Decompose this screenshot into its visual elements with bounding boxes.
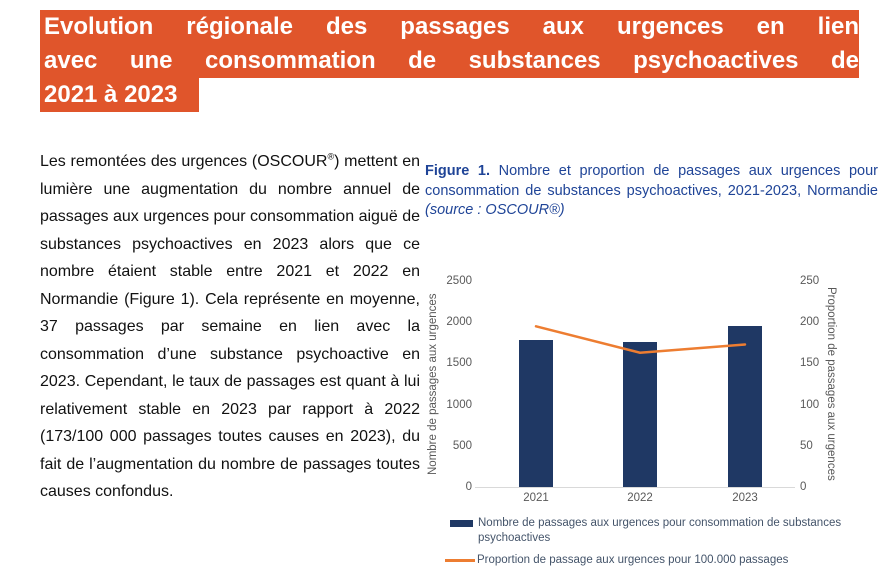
- figure1-chart: Nombre de passages aux urgences Proporti…: [425, 258, 889, 510]
- chart-legend: Nombre de passages aux urgences pour con…: [445, 516, 879, 568]
- legend-label-bars: Nombre de passages aux urgences pour con…: [478, 517, 842, 544]
- x-label-2023: 2023: [732, 492, 758, 504]
- paragraph-text-start: Les remontées des urgences (OSCOUR: [40, 153, 328, 170]
- title-line-1: Evolution régionale des passages aux urg…: [40, 10, 859, 44]
- left-axis-tick: 0: [465, 481, 472, 493]
- bar-2021: [519, 340, 553, 487]
- line-swatch: [445, 559, 475, 562]
- figure-source: (source : OSCOUR®): [425, 202, 565, 218]
- left-axis-tick: 2000: [446, 316, 472, 329]
- bar-2022: [623, 341, 657, 487]
- bar-2023: [728, 326, 762, 487]
- x-label-2021: 2021: [523, 492, 549, 504]
- left-axis-tick: 500: [452, 439, 472, 452]
- left-axis-title: Nombre de passages aux urgences: [427, 293, 439, 475]
- body-paragraph: Les remontées des urgences (OSCOUR®) met…: [40, 148, 420, 506]
- right-axis-tick: 0: [800, 481, 807, 493]
- left-axis-tick: 1500: [446, 357, 472, 370]
- figure-label: Figure 1.: [425, 163, 490, 179]
- right-axis-tick: 150: [800, 357, 820, 370]
- legend-item-line: Proportion de passage aux urgences pour …: [445, 553, 879, 568]
- x-axis-baseline: [475, 487, 795, 488]
- trend-line: [534, 325, 747, 354]
- right-axis-tick: 200: [800, 316, 820, 329]
- legend-label-line: Proportion de passage aux urgences pour …: [477, 554, 789, 566]
- page-title: Evolution régionale des passages aux urg…: [40, 10, 859, 112]
- right-axis-tick: 100: [800, 398, 820, 411]
- bar-swatch: [450, 520, 473, 527]
- right-axis-tick: 50: [800, 439, 813, 452]
- figure-caption-text: Nombre et proportion de passages aux urg…: [425, 163, 878, 199]
- right-axis-tick: 250: [800, 275, 820, 287]
- figure-caption: Figure 1. Nombre et proportion de passag…: [425, 162, 878, 221]
- right-axis-title: Proportion de passages aux urgences: [825, 287, 837, 481]
- left-axis-tick: 1000: [446, 398, 472, 411]
- registered-trademark-sup: ®: [327, 151, 335, 162]
- legend-item-bars: Nombre de passages aux urgences pour con…: [445, 516, 879, 546]
- title-line-3: 2021 à 2023: [40, 78, 200, 112]
- proportion-line: [534, 325, 747, 354]
- left-axis-tick: 2500: [446, 275, 472, 287]
- paragraph-text-rest: ) mettent en lumière une augmentation du…: [40, 153, 420, 500]
- title-line-2: avec une consommation de substances psyc…: [40, 44, 859, 78]
- x-label-2022: 2022: [627, 492, 653, 504]
